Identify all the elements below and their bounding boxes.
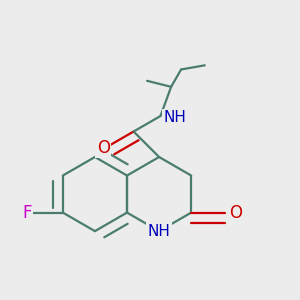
Text: NH: NH <box>148 224 170 238</box>
Text: O: O <box>97 139 110 157</box>
Text: F: F <box>22 204 32 222</box>
Text: NH: NH <box>163 110 186 125</box>
Text: O: O <box>229 204 242 222</box>
